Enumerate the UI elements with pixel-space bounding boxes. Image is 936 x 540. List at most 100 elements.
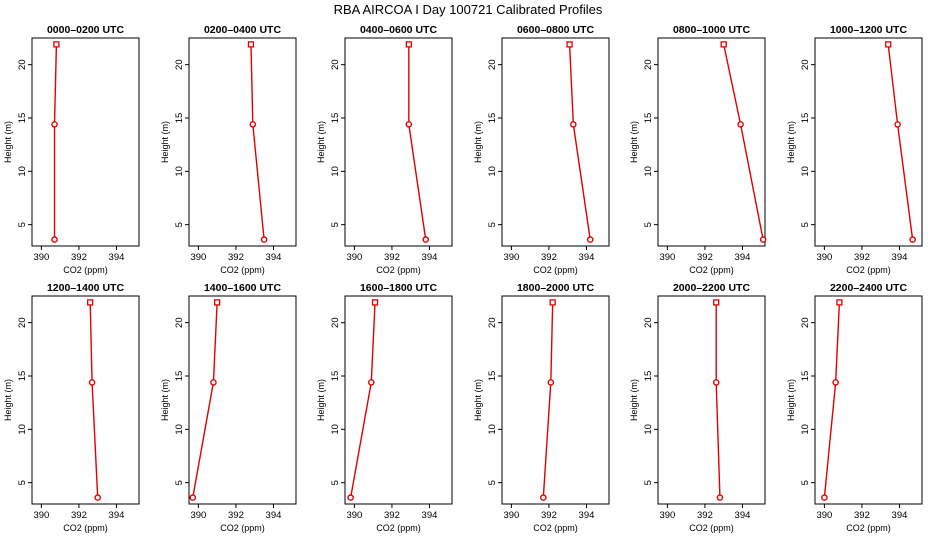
y-tick-label: 10 [643, 424, 654, 435]
profile-panel: 2000–2200 UTC 390 392 394 5 10 15 20 CO2 (ppm) He… [629, 282, 766, 533]
y-tick-label: 15 [174, 113, 185, 124]
y-tick-label: 5 [487, 480, 498, 485]
panel-title: 2200–2400 UTC [830, 282, 907, 294]
data-point [836, 299, 843, 306]
x-tick-label: 394 [109, 510, 125, 521]
panel-title: 0800–1000 UTC [673, 24, 750, 36]
x-tick-label: 394 [892, 510, 908, 521]
x-tick-label: 390 [190, 252, 206, 263]
x-axis-label: CO2 (ppm) [846, 265, 891, 275]
profile-panel: 1400–1600 UTC 390 392 394 5 10 15 20 CO2 (ppm) He… [160, 282, 297, 533]
plot-frame [657, 295, 766, 505]
x-tick-label: 394 [735, 510, 751, 521]
y-tick-label: 10 [174, 424, 185, 435]
x-tick-label: 394 [892, 252, 908, 263]
plot-frame [31, 37, 140, 247]
y-tick-label: 5 [800, 222, 811, 227]
plot-frame [344, 37, 453, 247]
profile-line-segment [896, 124, 914, 240]
x-tick-label: 390 [816, 252, 832, 263]
profile-line-segment [550, 302, 554, 383]
profile-line-segment [568, 44, 575, 125]
y-tick-label: 15 [487, 371, 498, 382]
y-tick-label: 10 [800, 424, 811, 435]
x-tick-label: 392 [697, 510, 713, 521]
profile-line-segment [252, 124, 265, 240]
x-tick-label: 390 [503, 252, 519, 263]
panel-title: 0600–0800 UTC [517, 24, 594, 36]
plot-frame [188, 295, 297, 505]
y-axis-label: Height (m) [316, 121, 326, 163]
x-tick-label: 390 [346, 510, 362, 521]
y-axis-label: Height (m) [786, 379, 796, 421]
data-point [712, 379, 720, 386]
y-tick-label: 20 [800, 317, 811, 328]
y-tick-label: 20 [800, 59, 811, 70]
x-tick-label: 392 [384, 510, 400, 521]
panel-title: 1800–2000 UTC [517, 282, 594, 294]
y-axis-label: Height (m) [3, 379, 13, 421]
x-tick-label: 392 [384, 252, 400, 263]
data-point [87, 299, 94, 306]
profile-panel: 0600–0800 UTC 390 392 394 5 10 15 20 CO2 (ppm) He… [473, 24, 610, 275]
x-tick-label: 392 [541, 252, 557, 263]
profile-line-segment [89, 302, 93, 383]
x-axis-label: CO2 (ppm) [220, 523, 265, 533]
plot-frame [814, 37, 923, 247]
profile-line-segment [53, 44, 58, 125]
plot-frame [501, 295, 610, 505]
data-point [51, 236, 58, 243]
panel-title: 0400–0600 UTC [360, 24, 437, 36]
x-tick-label: 392 [854, 510, 870, 521]
panel-title: 1400–1600 UTC [204, 282, 281, 294]
profile-panel: 2200–2400 UTC 390 392 394 5 10 15 20 CO2 (ppm) He… [786, 282, 923, 533]
data-point [759, 236, 767, 243]
figure-title: RBA AIRCOA I Day 100721 Calibrated Profi… [334, 2, 603, 17]
plot-frame [344, 295, 453, 505]
y-tick-label: 15 [17, 113, 28, 124]
x-tick-label: 392 [697, 252, 713, 263]
data-point [586, 236, 594, 243]
data-point [189, 494, 197, 501]
panel-title: 2000–2200 UTC [673, 282, 750, 294]
x-tick-label: 394 [266, 510, 282, 521]
y-axis-label: Height (m) [316, 379, 326, 421]
profile-line-segment [349, 382, 372, 498]
x-tick-label: 392 [228, 252, 244, 263]
x-tick-label: 390 [33, 510, 49, 521]
profile-line-segment [834, 302, 841, 383]
data-point [885, 41, 892, 48]
y-tick-label: 10 [330, 166, 341, 177]
profile-line-segment [823, 382, 837, 498]
profile-line-segment [723, 44, 742, 125]
x-tick-label: 390 [659, 510, 675, 521]
profile-panel: 1200–1400 UTC 390 392 394 5 10 15 20 CO2 (ppm) He… [3, 282, 140, 533]
y-tick-label: 5 [330, 480, 341, 485]
profile-line-segment [370, 302, 376, 383]
data-point [547, 379, 555, 386]
y-tick-label: 10 [800, 166, 811, 177]
profile-line-segment [91, 382, 99, 498]
plot-frame [657, 37, 766, 247]
x-tick-label: 392 [71, 510, 87, 521]
panel-title: 0000–0200 UTC [47, 24, 124, 36]
y-tick-label: 15 [330, 113, 341, 124]
profile-line-segment [542, 382, 552, 498]
plot-frame [31, 295, 140, 505]
data-point [894, 121, 901, 128]
x-tick-label: 390 [346, 252, 362, 263]
x-tick-label: 394 [266, 252, 282, 263]
y-tick-label: 20 [330, 317, 341, 328]
y-tick-label: 15 [643, 371, 654, 382]
data-point [371, 299, 379, 306]
y-tick-label: 20 [487, 317, 498, 328]
profile-line-segment [212, 302, 218, 383]
data-point [713, 299, 720, 306]
data-point [249, 121, 257, 128]
x-tick-label: 394 [735, 252, 751, 263]
profile-panel: 0000–0200 UTC 390 392 394 5 10 15 20 CO2 (ppm) He… [3, 24, 140, 275]
data-point [566, 41, 573, 48]
plot-frame [501, 37, 610, 247]
y-tick-label: 5 [174, 222, 185, 227]
y-tick-label: 20 [174, 317, 185, 328]
